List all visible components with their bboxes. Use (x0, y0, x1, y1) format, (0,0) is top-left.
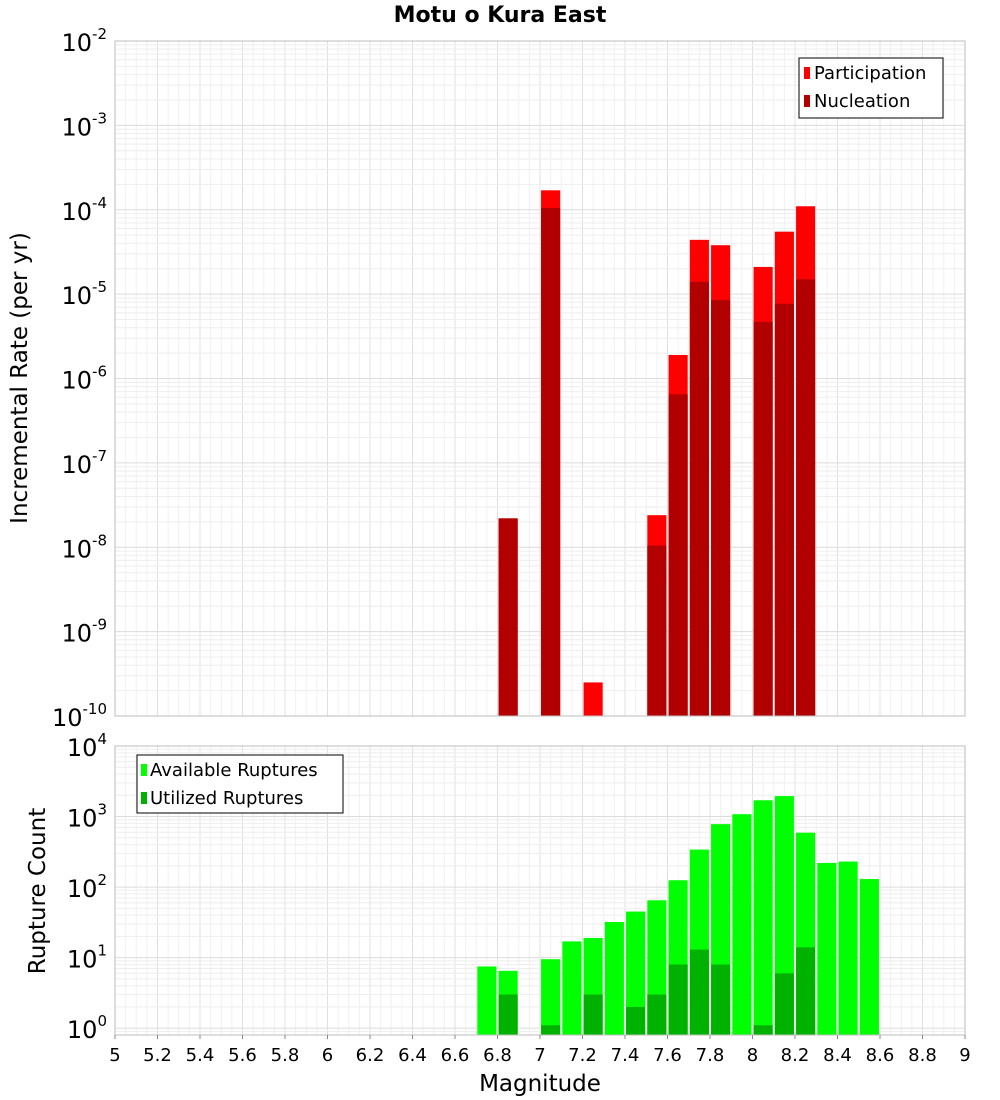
bottom-y-tick-labels: 104 103 102 101 100 (67, 730, 107, 1044)
bottom-bars (477, 796, 879, 1035)
bottom-y-axis-label: Rupture Count (25, 808, 51, 974)
chart-title: Motu o Kura East (394, 3, 607, 28)
top-legend: Participation Nucleation (798, 57, 944, 119)
bar-utilized-ruptures (498, 994, 518, 1035)
bottom-panel: 104 103 102 101 100 5 5.2 5.4 5.6 5.8 6 6.2 6.4 6.6 6… (25, 730, 971, 1097)
y-tick-label: 101 (67, 942, 107, 974)
bar-utilized-ruptures (753, 1025, 773, 1035)
y-tick-label: 103 (67, 801, 107, 833)
bar-utilized-ruptures (541, 1025, 561, 1035)
bar-available-ruptures (732, 814, 752, 1035)
y-tick-label: 10-5 (61, 278, 107, 310)
x-tick-label: 8.4 (823, 1045, 852, 1066)
x-tick-label: 7.4 (611, 1045, 640, 1066)
x-tick-label: 5.6 (228, 1045, 257, 1066)
x-tick-label: 8 (747, 1045, 758, 1066)
x-tick-label: 6.6 (441, 1045, 470, 1066)
bar-available-ruptures (817, 862, 837, 1035)
y-tick-label: 10-9 (61, 616, 107, 648)
bar-nucleation (796, 279, 816, 716)
y-tick-label: 10-8 (61, 531, 107, 563)
bar-utilized-ruptures (774, 973, 794, 1035)
bar-available-ruptures (859, 879, 879, 1035)
bar-nucleation (668, 394, 688, 716)
x-tick-label: 6.8 (483, 1045, 512, 1066)
top-grid (114, 40, 966, 717)
x-tick-label: 7.8 (696, 1045, 725, 1066)
x-tick-label: 7.2 (568, 1045, 597, 1066)
legend-label-utilized: Utilized Ruptures (150, 788, 303, 809)
y-tick-label: 10-10 (52, 700, 107, 732)
x-tick-label: 5.4 (186, 1045, 215, 1066)
legend-label-available: Available Ruptures (150, 760, 318, 781)
x-tick-label: 5.2 (143, 1045, 172, 1066)
x-tick-label: 5 (109, 1045, 120, 1066)
top-plot-border (114, 40, 966, 717)
bar-available-ruptures (477, 966, 497, 1035)
bar-available-ruptures (753, 800, 773, 1035)
top-bars (498, 190, 816, 717)
bar-utilized-ruptures (647, 994, 667, 1035)
bar-utilized-ruptures (626, 1006, 646, 1035)
bar-utilized-ruptures (689, 949, 709, 1035)
x-tick-label: 8.2 (781, 1045, 810, 1066)
legend-label-participation: Participation (814, 63, 926, 84)
y-tick-label: 10-4 (61, 194, 107, 226)
legend-swatch-utilized (141, 792, 147, 804)
x-tick-label: 9 (959, 1045, 970, 1066)
bar-available-ruptures (604, 921, 624, 1035)
legend-swatch-nucleation (804, 95, 810, 107)
legend-label-nucleation: Nucleation (814, 91, 910, 112)
x-tick-label: 6.2 (356, 1045, 385, 1066)
y-tick-label: 10-6 (61, 363, 107, 395)
bar-nucleation (711, 300, 731, 716)
top-legend-box (798, 57, 944, 119)
x-tick-label: 8.8 (908, 1045, 937, 1066)
bar-utilized-ruptures (668, 964, 688, 1035)
x-tick-labels: 5 5.2 5.4 5.6 5.8 6 6.2 6.4 6.6 6.8 7 7.2 7.4 7.6 7.8 8… (109, 1035, 971, 1066)
legend-swatch-available (141, 764, 147, 776)
x-axis-label: Magnitude (479, 1071, 601, 1097)
legend-swatch-participation (804, 67, 810, 79)
y-tick-label: 10-7 (61, 447, 107, 479)
top-y-tick-labels: 10-2 10-3 10-4 10-5 10-6 10-7 10-8 10-9 10-10 (52, 25, 107, 732)
x-tick-label: 6.4 (398, 1045, 427, 1066)
bar-nucleation (498, 518, 518, 716)
x-tick-label: 7.6 (653, 1045, 682, 1066)
x-tick-label: 6 (322, 1045, 333, 1066)
bar-nucleation (774, 303, 794, 716)
bottom-legend: Available Ruptures Utilized Ruptures (136, 754, 344, 814)
y-tick-label: 102 (67, 871, 107, 903)
x-tick-label: 5.8 (271, 1045, 300, 1066)
x-tick-label: 8.6 (866, 1045, 895, 1066)
bar-available-ruptures (626, 911, 646, 1035)
bar-nucleation (689, 281, 709, 716)
y-tick-label: 10-3 (61, 109, 107, 141)
y-tick-label: 100 (67, 1012, 107, 1044)
y-tick-label: 10-2 (61, 25, 107, 57)
y-tick-label: 104 (67, 730, 107, 762)
top-y-axis-label: Incremental Rate (per yr) (7, 232, 33, 524)
bottom-legend-box (136, 754, 344, 814)
bar-utilized-ruptures (711, 964, 731, 1035)
bar-nucleation (647, 545, 667, 716)
bar-participation (583, 682, 603, 716)
bar-utilized-ruptures (796, 947, 816, 1035)
bar-available-ruptures (541, 959, 561, 1035)
bar-nucleation (541, 207, 561, 716)
x-tick-label: 7 (534, 1045, 545, 1066)
bar-available-ruptures (838, 861, 858, 1035)
top-panel: 10-2 10-3 10-4 10-5 10-6 10-7 10-8 10-9 10-10 In… (7, 25, 966, 732)
bar-nucleation (753, 321, 773, 716)
bar-available-ruptures (562, 941, 582, 1035)
bar-utilized-ruptures (583, 994, 603, 1035)
